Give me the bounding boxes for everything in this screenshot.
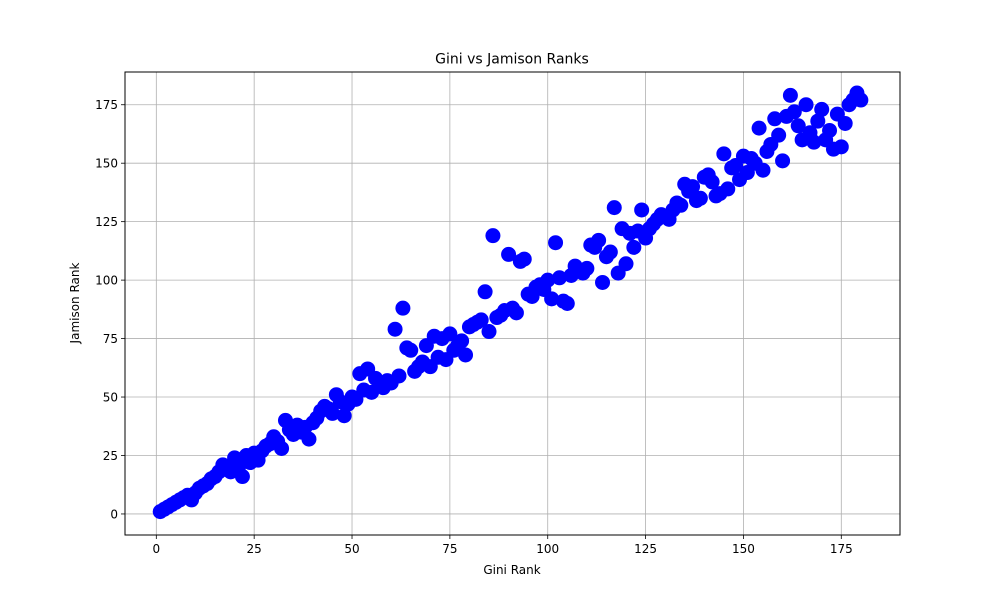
x-tick-label: 175 [830, 542, 853, 556]
grid-lines [125, 72, 900, 535]
scatter-point [458, 347, 474, 363]
x-axis-ticks: 0 25 50 75 100 125 150 175 [152, 535, 853, 556]
scatter-point [544, 291, 560, 307]
y-axis-ticks: 0 25 50 75 100 125 150 175 [95, 98, 125, 521]
y-tick-label: 25 [103, 449, 118, 463]
x-tick-label: 75 [442, 542, 457, 556]
x-tick-label: 50 [344, 542, 359, 556]
scatter-point [391, 368, 407, 384]
scatter-point [540, 272, 556, 288]
scatter-point [673, 197, 689, 213]
x-tick-label: 100 [536, 542, 559, 556]
scatter-point [551, 270, 567, 286]
plot-frame [124, 71, 901, 536]
y-tick-label: 125 [95, 215, 118, 229]
scatter-point [481, 324, 497, 340]
scatter-point [837, 115, 853, 131]
scatter-point [595, 274, 611, 290]
x-tick-label: 150 [732, 542, 755, 556]
scatter-point [720, 181, 736, 197]
scatter-point [814, 101, 830, 117]
y-tick-label: 50 [103, 391, 118, 405]
scatter-point [485, 228, 501, 244]
scatter-point [782, 87, 798, 103]
x-tick-label: 0 [152, 542, 160, 556]
scatter-point [806, 134, 822, 150]
scatter-point [395, 300, 411, 316]
scatter-point [798, 97, 814, 113]
x-axis-label: Gini Rank [483, 563, 540, 577]
scatter-point [477, 284, 493, 300]
chart-title: Gini vs Jamison Ranks [435, 52, 589, 68]
y-tick-label: 175 [95, 98, 118, 112]
y-tick-label: 150 [95, 157, 118, 171]
scatter-point [508, 305, 524, 321]
scatter-point [716, 146, 732, 162]
y-tick-label: 100 [95, 274, 118, 288]
scatter-point [771, 127, 787, 143]
scatter-point [579, 260, 595, 276]
scatter-point [501, 246, 517, 262]
scatter-point [626, 239, 642, 255]
scatter-point [591, 232, 607, 248]
scatter-point [234, 469, 250, 485]
x-tick-label: 25 [247, 542, 262, 556]
scatter-point [602, 244, 618, 260]
scatter-point [336, 408, 352, 424]
scatter-point [634, 202, 650, 218]
scatter-point [387, 321, 403, 337]
scatter-point [751, 120, 767, 136]
scatter-point [301, 431, 317, 447]
scatter-point [454, 333, 470, 349]
x-tick-label: 125 [634, 542, 657, 556]
y-tick-label: 75 [103, 332, 118, 346]
scatter-point [473, 312, 489, 328]
scatter-point [274, 440, 290, 456]
scatter-point [442, 326, 458, 342]
y-tick-label: 0 [110, 507, 118, 521]
scatter-point [704, 174, 720, 190]
scatter-point [692, 190, 708, 206]
scatter-point [786, 104, 802, 120]
scatter-point [755, 162, 771, 178]
scatter-point [790, 118, 806, 134]
scatter-point [775, 153, 791, 169]
data-points [152, 85, 869, 520]
scatter-point [853, 92, 869, 108]
scatter-point [324, 405, 340, 421]
scatter-point [685, 179, 701, 195]
scatter-point [810, 113, 826, 129]
scatter-point [403, 342, 419, 358]
scatter-point [767, 111, 783, 127]
scatter-point [516, 251, 532, 267]
scatter-point [822, 122, 838, 138]
scatter-point [548, 235, 564, 251]
y-axis-label: Jamison Rank [68, 262, 82, 344]
scatter-point [618, 256, 634, 272]
scatter-point [559, 296, 575, 311]
scatter-point [606, 200, 622, 216]
scatter-point [833, 139, 849, 155]
